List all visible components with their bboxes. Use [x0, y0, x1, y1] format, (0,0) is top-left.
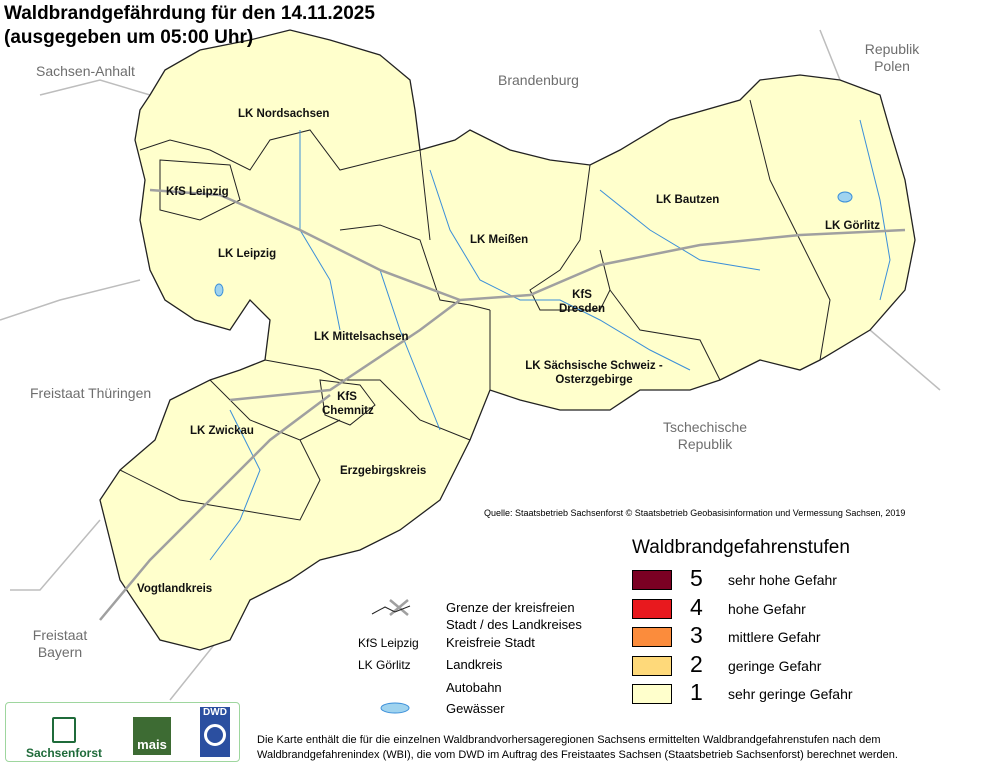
district-label: LK Leipzig [218, 248, 277, 260]
lake [214, 283, 224, 297]
key-border-label: Stadt / des Landkreises [446, 617, 582, 632]
legend-level: 3 [690, 622, 703, 648]
key-water-icon [380, 702, 410, 714]
district-label: LK Sächsische Schweiz - Osterzgebirge [525, 360, 663, 386]
key-autobahn-label: Autobahn [446, 680, 502, 695]
district-label: LK Görlitz [825, 220, 880, 232]
neighbor-label: Sachsen-Anhalt [36, 63, 135, 79]
state-borders [0, 29, 941, 701]
legend-label: sehr hohe Gefahr [728, 572, 837, 588]
neighbor-label: Freistaat Thüringen [30, 385, 152, 401]
lake [837, 191, 853, 203]
legend-level: 2 [690, 650, 703, 677]
key-lk-sample: LK Görlitz [358, 658, 411, 672]
district-label: KfS Dresden [558, 289, 606, 315]
key-border-label: Grenze der kreisfreien [446, 600, 575, 615]
rivers [209, 119, 891, 561]
key-lk-label: Landkreis [446, 657, 503, 672]
legend-level: 1 [690, 679, 703, 705]
legend-label: mittlere Gefahr [728, 629, 821, 645]
spiral-icon [204, 724, 226, 746]
key-kfs-sample: KfS Leipzig [358, 636, 419, 650]
district-label: LK Meißen [470, 234, 529, 246]
legend-label: hohe Gefahr [728, 600, 806, 617]
district-label: LK Nordsachsen [238, 108, 330, 120]
footer-text: Die Karte enthält die für die einzelnen … [257, 734, 898, 761]
neighbor-label: Freistaat Bayern [32, 627, 88, 660]
tree-icon [52, 717, 76, 743]
legend-level: 5 [690, 565, 703, 591]
legend-swatch [632, 684, 672, 704]
autobahn [99, 188, 906, 621]
key-water-label: Gewässer [446, 701, 505, 716]
legend-swatch [632, 570, 672, 590]
key-kfs-label: Kreisfreie Stadt [446, 635, 535, 650]
district-label: LK Mittelsachsen [314, 331, 409, 343]
legend-swatch [632, 655, 672, 676]
legend-label: geringe Gefahr [728, 657, 822, 674]
dwd-logo: DWD [200, 707, 230, 757]
logo-bar: Sachsenforst mais DWD [5, 702, 240, 762]
district-label: KfS Leipzig [166, 186, 229, 198]
neighbor-label: Tschechische Republik [662, 419, 748, 452]
legend-level: 4 [690, 593, 703, 620]
district-label: Erzgebirgskreis [340, 465, 427, 477]
legend-swatch [632, 627, 672, 647]
district-borders [119, 99, 831, 521]
mais-logo: mais [133, 717, 171, 755]
legend-title: Waldbrandgefahrenstufen [632, 537, 850, 558]
key-border-line-icon [371, 605, 411, 615]
district-label: LK Zwickau [190, 425, 254, 437]
neighbor-label: Republik Polen [864, 41, 920, 74]
legend-label: sehr geringe Gefahr [728, 686, 853, 702]
district-label: KfS Chemnitz [322, 391, 374, 417]
sachsenforst-logo: Sachsenforst [14, 717, 114, 760]
source-note: Quelle: Staatsbetrieb Sachsenforst © Sta… [484, 508, 906, 518]
map-title: Waldbrandgefährdung für den 14.11.2025 (a… [4, 3, 375, 48]
neighbor-label: Brandenburg [498, 72, 579, 88]
saxony-area [99, 29, 916, 651]
legend-swatch [632, 598, 672, 619]
district-label: LK Bautzen [656, 194, 720, 206]
district-label: Vogtlandkreis [137, 583, 213, 595]
